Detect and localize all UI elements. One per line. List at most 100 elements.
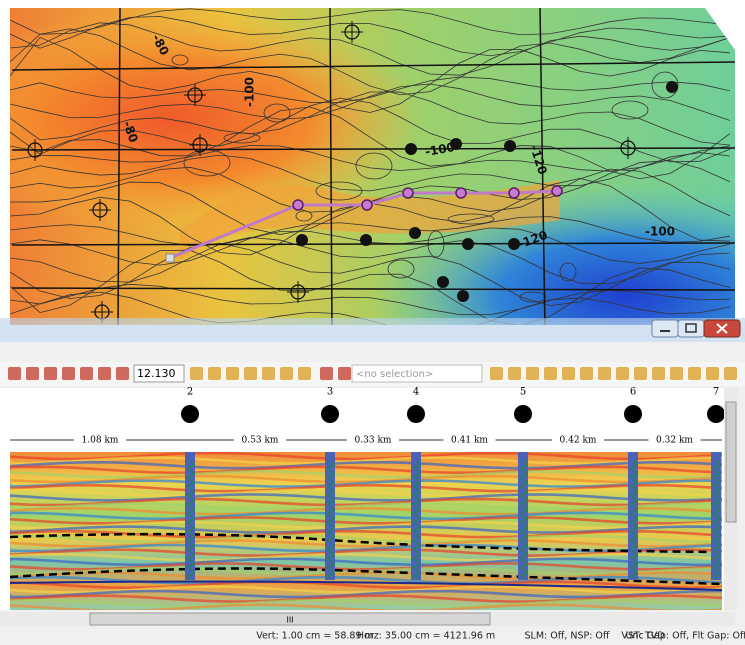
tool-button[interactable] [338,367,351,380]
well-marker [514,405,532,423]
contour [10,36,731,113]
well-log [629,459,639,580]
tool-button[interactable] [688,367,701,380]
tool-button[interactable] [62,367,75,380]
well-dot [450,138,462,150]
tool-button[interactable] [208,367,221,380]
distance-label: 0.41 km [451,436,488,446]
well-cross [184,84,206,106]
tool-button[interactable] [298,367,311,380]
status-item: Horz: 35.00 cm = 4121.96 m [357,631,495,642]
well-cross [341,21,363,43]
well-cross [617,137,639,159]
distance-label: 1.08 km [82,436,119,446]
contour-label: -100 [424,140,456,159]
seismic-reflector [10,539,722,548]
well-cross [89,199,111,221]
tool-button[interactable] [598,367,611,380]
tool-button[interactable] [706,367,719,380]
seismic-reflector [10,488,722,498]
contour-loop [315,181,363,201]
tool-button[interactable] [580,367,593,380]
tool-button[interactable] [634,367,647,380]
seismic-reflector [10,598,722,608]
tool-button[interactable] [226,367,239,380]
tool-button[interactable] [26,367,39,380]
well-dot [409,227,421,239]
tool-button[interactable] [670,367,683,380]
well-label: 7 [713,387,719,398]
section-well [292,199,304,211]
seismic-reflector [10,534,722,544]
distance-label: 0.33 km [355,436,392,446]
window-buttons [651,319,741,338]
zoom-box[interactable] [133,364,185,383]
well-cross [189,134,211,156]
well-label: 4 [413,387,419,398]
tool-button[interactable] [544,367,557,380]
section-well [455,187,467,199]
seismic-reflector [10,516,722,525]
seismic-reflector [10,548,722,557]
tool-button[interactable] [652,367,665,380]
tool-button[interactable] [98,367,111,380]
tool-button[interactable] [44,367,57,380]
horizontal-thumb[interactable] [89,612,491,626]
well-dot [296,234,308,246]
well-track [518,452,528,580]
map-grid [11,8,735,325]
tool-button[interactable] [616,367,629,380]
tool-button[interactable] [8,367,21,380]
grid-line [11,61,735,71]
selection-box[interactable] [351,364,483,383]
well-dot [508,238,520,250]
tool-button[interactable] [190,367,203,380]
seismic-reflector [10,506,722,516]
tool-button[interactable] [320,367,333,380]
seismic-reflector [10,552,722,562]
tool-button[interactable] [490,367,503,380]
tool-button[interactable] [562,367,575,380]
well-track [711,452,721,580]
distance-label: 0.53 km [242,436,279,446]
contour-label: -80 [120,119,141,144]
status-item: VST: TVD [621,631,664,642]
distance-bg [552,434,604,446]
well-log [519,459,529,580]
well-track [185,452,195,580]
contour [10,22,731,76]
tool-button[interactable] [262,367,275,380]
well-log [326,459,336,580]
close-glyph [716,323,728,334]
tool-button[interactable] [526,367,539,380]
minimize[interactable] [651,319,679,338]
tool-button[interactable] [724,367,737,380]
map-view: -80-80-100-100 -120-120 -100 [10,8,735,325]
maximize-glyph [685,323,697,333]
well-marker [624,405,642,423]
section-start [165,253,175,263]
tool-button[interactable] [80,367,93,380]
tool-button[interactable] [116,367,129,380]
grid-line [11,287,735,291]
contour [10,91,731,146]
well-dot [405,143,417,155]
distance-label: 0.32 km [656,436,693,446]
vertical-thumb[interactable] [725,401,737,523]
tool-button[interactable] [280,367,293,380]
tool-button[interactable] [244,367,257,380]
well-track [325,452,335,580]
well-marker [707,405,725,423]
well-log [712,459,722,580]
contour-loop [387,259,415,279]
maximize[interactable] [677,319,705,338]
contour-loop [355,152,393,180]
tool-button[interactable] [508,367,521,380]
distance-bg [443,434,496,446]
seismic-reflector [10,603,722,610]
status-item: Vert: 1.00 cm = 58.89 m [256,631,374,642]
map-low [10,8,735,325]
scroll-grip: III [286,616,293,625]
